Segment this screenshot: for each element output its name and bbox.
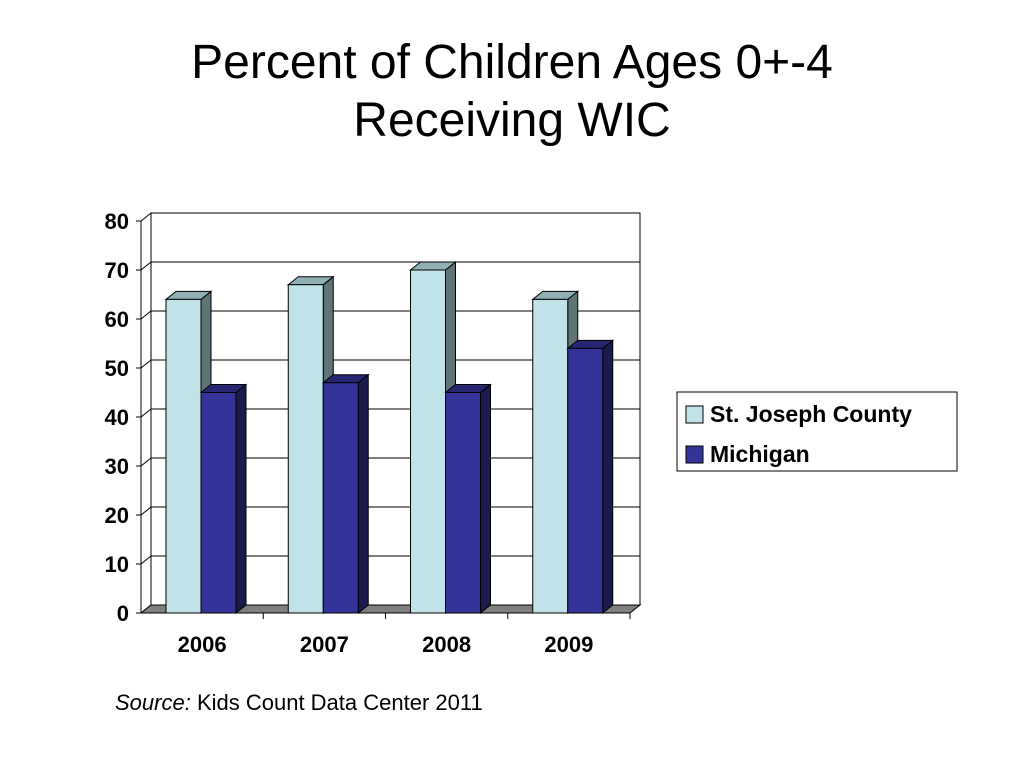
bar-front: [445, 392, 481, 614]
axes: 0 10 20 30 40 50 60 70 80 2006 2007 2008 2009: [105, 209, 631, 657]
gridline-depth: [140, 359, 152, 369]
y-tick-label: 30: [105, 454, 129, 479]
gridline-depth: [140, 506, 152, 516]
y-tick-label: 60: [105, 307, 129, 332]
y-tick-label: 10: [105, 552, 129, 577]
y-tick-label: 80: [105, 209, 129, 234]
legend-label: Michigan: [710, 441, 810, 467]
legend-swatch: [685, 445, 704, 464]
bar-side: [235, 383, 247, 615]
y-tick-label: 20: [105, 503, 129, 528]
title-line-2: Receiving WIC: [353, 94, 671, 147]
title-line-1: Percent of Children Ages 0+-4: [191, 36, 833, 89]
y-tick-label: 50: [105, 356, 129, 381]
source-text: Kids Count Data Center 2011: [190, 690, 483, 715]
bar-side: [480, 383, 491, 615]
bar: [566, 339, 615, 615]
bar-front: [322, 382, 359, 614]
x-tick-label: 2006: [178, 632, 227, 657]
legend: St. Joseph County Michigan: [676, 391, 958, 472]
bar-front: [165, 298, 202, 614]
bar-front: [410, 269, 446, 614]
gridline-depth: [140, 408, 152, 418]
bar-front: [287, 284, 324, 614]
bar-side: [357, 373, 369, 615]
bar: [321, 373, 370, 615]
x-tick-label: 2008: [422, 632, 471, 657]
gridline-depth: [140, 261, 152, 271]
gridline-depth: [140, 212, 152, 222]
x-tick-label: 2007: [300, 632, 349, 657]
bar-front: [532, 298, 569, 614]
bars: [164, 260, 615, 615]
source-note: Source: Kids Count Data Center 2011: [115, 690, 483, 716]
y-tick-label: 40: [105, 405, 129, 430]
gridline-depth: [140, 555, 152, 565]
legend-label: St. Joseph County: [710, 401, 912, 427]
gridline-depth: [140, 310, 152, 320]
bar: [199, 383, 248, 615]
bar-front: [567, 347, 604, 614]
legend-box: [676, 391, 958, 472]
bar: [444, 383, 492, 615]
gridline-depth: [140, 457, 152, 467]
chart-title: Percent of Children Ages 0+-4 Receiving …: [0, 34, 1024, 150]
y-tick-label: 70: [105, 258, 129, 283]
bar-front: [200, 392, 237, 614]
bar-side: [602, 339, 614, 615]
x-tick-label: 2009: [544, 632, 593, 657]
y-tick-label: 0: [117, 601, 129, 626]
source-label: Source:: [115, 690, 191, 715]
legend-swatch: [685, 405, 704, 424]
